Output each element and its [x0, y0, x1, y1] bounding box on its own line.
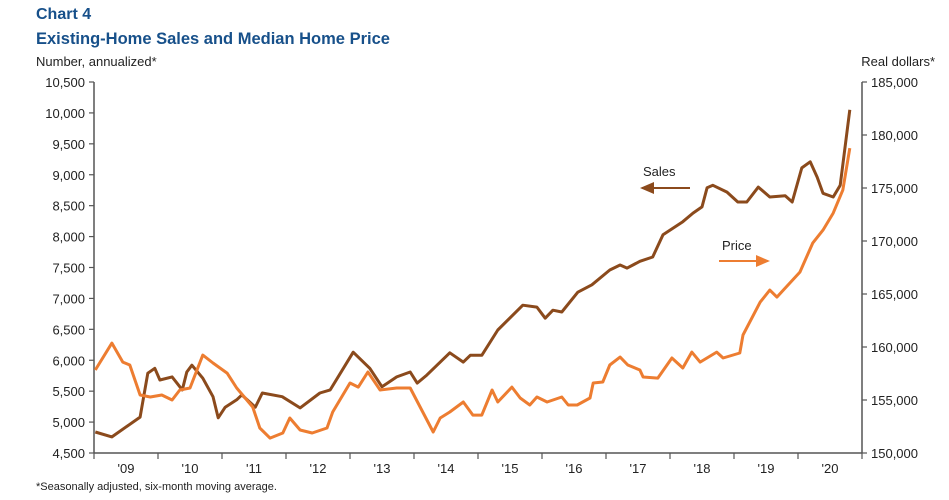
- x-tick-label: '16: [566, 461, 583, 476]
- x-tick-label: '13: [374, 461, 391, 476]
- left-tick-label: 10,000: [45, 106, 85, 121]
- price-annotation-label: Price: [722, 238, 752, 253]
- x-tick-label: '11: [246, 461, 262, 476]
- x-tick-label: '10: [182, 461, 199, 476]
- sales-annotation-label: Sales: [643, 164, 676, 179]
- right-tick-label: 175,000: [871, 181, 918, 196]
- right-tick-label: 160,000: [871, 340, 918, 355]
- x-tick-label: '09: [118, 461, 135, 476]
- left-tick-label: 5,000: [52, 415, 85, 430]
- left-tick-label: 9,500: [52, 137, 85, 152]
- chart-title: Existing-Home Sales and Median Home Pric…: [36, 30, 390, 48]
- chart-number: Chart 4: [36, 6, 92, 23]
- left-tick-label: 9,000: [52, 168, 85, 183]
- left-tick-label: 10,500: [45, 75, 85, 90]
- right-tick-label: 180,000: [871, 128, 918, 143]
- x-tick-label: '12: [310, 461, 327, 476]
- right-tick-label: 155,000: [871, 393, 918, 408]
- left-tick-label: 7,500: [52, 261, 85, 276]
- left-axis-label: Number, annualized*: [36, 54, 157, 69]
- right-tick-label: 185,000: [871, 75, 918, 90]
- price-series-line: [94, 147, 852, 440]
- sales-series-line: [94, 109, 852, 439]
- right-axis-label: Real dollars*: [861, 54, 935, 69]
- footnote: *Seasonally adjusted, six-month moving a…: [36, 481, 277, 493]
- x-tick-label: '17: [630, 461, 647, 476]
- left-tick-label: 8,000: [52, 230, 85, 245]
- left-tick-label: 6,000: [52, 353, 85, 368]
- right-tick-label: 170,000: [871, 234, 918, 249]
- left-tick-label: 6,500: [52, 322, 85, 337]
- x-tick-label: '14: [438, 461, 455, 476]
- right-tick-label: 165,000: [871, 287, 918, 302]
- left-tick-label: 5,500: [52, 384, 85, 399]
- x-tick-label: '18: [694, 461, 711, 476]
- x-tick-label: '20: [822, 461, 839, 476]
- left-tick-label: 8,500: [52, 199, 85, 214]
- left-tick-label: 4,500: [52, 446, 85, 461]
- left-tick-label: 7,000: [52, 291, 85, 306]
- right-tick-label: 150,000: [871, 446, 918, 461]
- x-tick-label: '19: [758, 461, 775, 476]
- x-tick-label: '15: [502, 461, 519, 476]
